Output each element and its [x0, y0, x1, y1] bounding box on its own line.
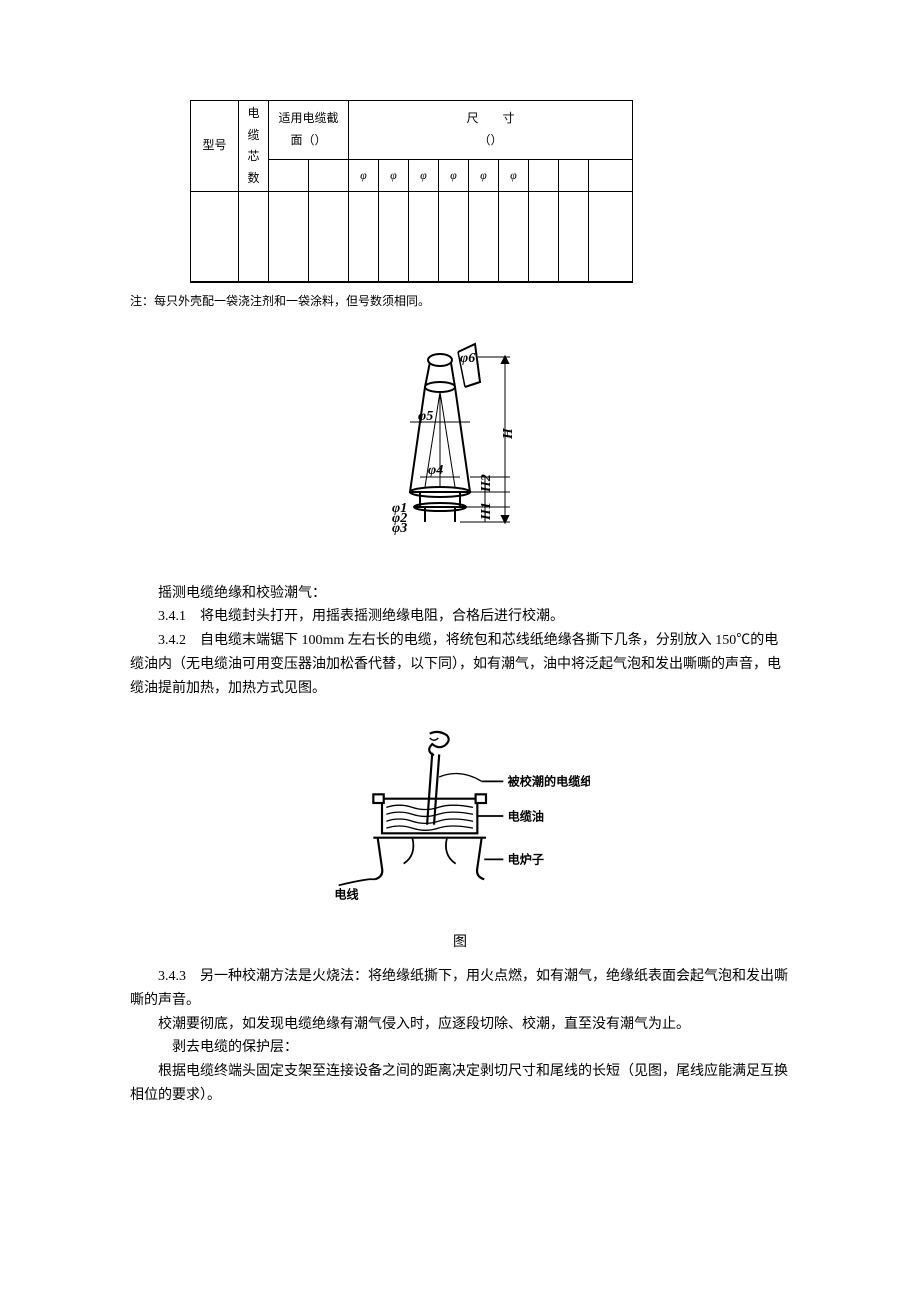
table-row — [191, 192, 633, 282]
th-dim-unit: （） — [478, 133, 502, 147]
td-d3 — [589, 192, 633, 282]
td-cores — [239, 192, 269, 282]
cable-terminal-diagram: φ1 φ2 φ3 φ4 φ5 φ6 H H1 H2 — [370, 332, 550, 552]
d1-phi3: φ3 — [392, 521, 407, 536]
para-7: 根据电缆终端头固定支架至连接设备之间的距离决定剥切尺寸和尾线的长短（见图，尾线应… — [130, 1060, 790, 1108]
td-d2 — [559, 192, 589, 282]
th-model: 型号 — [191, 101, 239, 192]
d1-H: H — [501, 427, 516, 440]
th-dim-sub3 — [589, 159, 633, 192]
d1-phi6: φ6 — [460, 351, 475, 366]
d2-stove: 电炉子 — [508, 851, 544, 866]
para-6: 剥去电缆的保护层： — [130, 1036, 790, 1060]
td-p1 — [349, 192, 379, 282]
th-cross-sub1 — [269, 159, 309, 192]
th-phi-4: φ — [439, 159, 469, 192]
para-5: 校潮要彻底，如发现电缆绝缘有潮气侵入时，应逐段切除、校潮，直至没有潮气为止。 — [130, 1013, 790, 1037]
th-cross-section: 适用电缆截面（） — [269, 101, 349, 160]
diagram-2-caption: 图 — [130, 930, 790, 955]
th-dim-sub1 — [529, 159, 559, 192]
para-2: 3.4.1 将电缆封头打开，用摇表摇测绝缘电阻，合格后进行校潮。 — [130, 605, 790, 629]
diagram-2-container: 被校潮的电缆纸 电缆油 电炉子 电线 — [130, 716, 790, 925]
th-dimensions: 尺 寸 （） — [349, 101, 633, 160]
th-phi-3: φ — [409, 159, 439, 192]
td-c1 — [269, 192, 309, 282]
th-cross-sub2 — [309, 159, 349, 192]
td-p3 — [409, 192, 439, 282]
td-p4 — [439, 192, 469, 282]
table-note: 注：每只外壳配一袋浇注剂和一袋涂料，但号数须相同。 — [130, 291, 790, 313]
th-phi-2: φ — [379, 159, 409, 192]
d1-H2: H2 — [479, 475, 494, 494]
td-c2 — [309, 192, 349, 282]
th-dim-sub2 — [559, 159, 589, 192]
th-cores: 电缆芯数 — [239, 101, 269, 192]
d2-paper: 被校潮的电缆纸 — [508, 773, 590, 788]
td-model — [191, 192, 239, 282]
td-p6 — [499, 192, 529, 282]
diagram-1-container: φ1 φ2 φ3 φ4 φ5 φ6 H H1 H2 — [130, 332, 790, 561]
table-header-row-1: 型号 电缆芯数 适用电缆截面（） 尺 寸 （） — [191, 101, 633, 160]
heating-diagram: 被校潮的电缆纸 电缆油 电炉子 电线 — [330, 716, 590, 916]
th-phi-5: φ — [469, 159, 499, 192]
d2-oil: 电缆油 — [508, 808, 544, 823]
d2-wire: 电线 — [334, 886, 358, 901]
td-p5 — [469, 192, 499, 282]
th-dim-text: 尺 寸 — [466, 111, 514, 125]
td-d1 — [529, 192, 559, 282]
para-4: 3.4.3 另一种校潮方法是火烧法：将绝缘纸撕下，用火点燃，如有潮气，绝缘纸表面… — [130, 965, 790, 1013]
td-p2 — [379, 192, 409, 282]
d1-phi5: φ5 — [418, 409, 433, 424]
spec-table: 型号 电缆芯数 适用电缆截面（） 尺 寸 （） φ φ φ φ φ φ — [190, 100, 633, 283]
d1-H1: H1 — [479, 503, 494, 522]
para-1: 摇测电缆绝缘和校验潮气： — [130, 582, 790, 606]
th-phi-6: φ — [499, 159, 529, 192]
spec-table-container: 型号 电缆芯数 适用电缆截面（） 尺 寸 （） φ φ φ φ φ φ — [190, 100, 790, 283]
para-3: 3.4.2 自电缆末端锯下 100mm 左右长的电缆，将统包和芯线纸绝缘各撕下几… — [130, 629, 790, 700]
th-phi-1: φ — [349, 159, 379, 192]
d1-phi4: φ4 — [428, 463, 443, 478]
